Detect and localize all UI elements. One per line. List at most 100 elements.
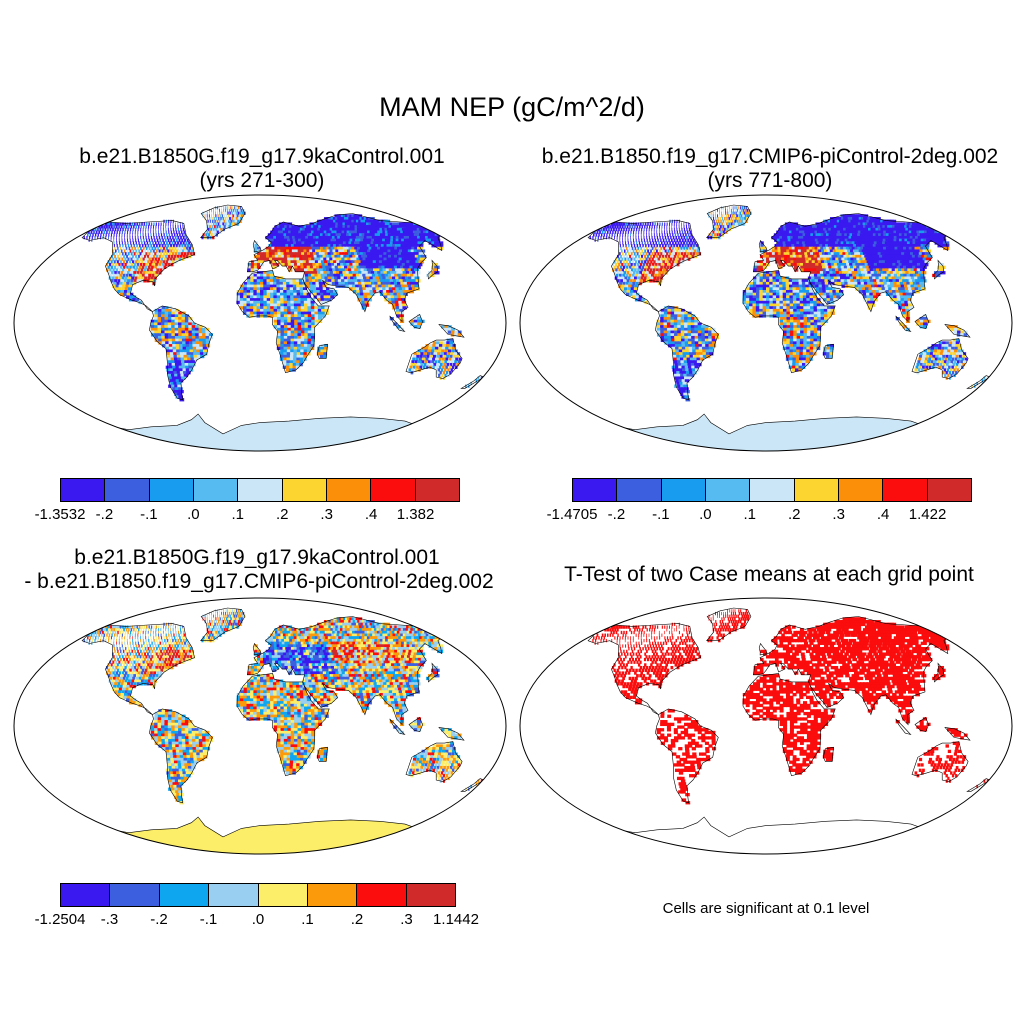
coastline-northAmerica <box>81 220 195 312</box>
colorbar-tick-label: -.1 <box>199 911 218 928</box>
colorbar-swatch <box>573 479 618 501</box>
coastline-southAmerica <box>149 708 213 804</box>
coastline-uk <box>252 239 262 253</box>
panel-title-ttest: T-Test of two Case means at each grid po… <box>514 563 1024 587</box>
map-case1-svg <box>13 194 507 452</box>
coastline-southAmerica <box>149 305 213 401</box>
colorbar-swatch <box>149 479 194 501</box>
colorbar-tick-label: .1 <box>231 506 245 523</box>
colorbar-tick-label: .0 <box>699 506 712 523</box>
colorbar-tick-label: .2 <box>350 911 364 928</box>
colorbar-swatch <box>105 479 150 501</box>
colorbar-tick-label: .2 <box>275 506 289 523</box>
coastline-newGuinea <box>438 726 465 741</box>
coastline-newGuinea <box>944 726 971 741</box>
colorbar-tick-label: 1.382 <box>396 506 435 523</box>
colorbar-swatch <box>357 884 407 906</box>
colorbar-tick-label: -1.4705 <box>546 506 598 523</box>
coastline-greenland <box>706 607 752 641</box>
colorbar-swatch <box>617 479 662 501</box>
coastline-newGuinea <box>438 323 465 338</box>
colorbar-case1 <box>60 478 460 502</box>
panel-title-case1: b.e21.B1850G.f19_g17.9kaControl.001 (yrs… <box>12 145 512 193</box>
colorbar-swatch <box>258 884 308 906</box>
map-ttest-cells <box>520 598 1012 854</box>
map-case1 <box>12 193 508 453</box>
coastline-australia <box>405 338 463 379</box>
colorbar-swatch <box>750 479 795 501</box>
coastline-sumatra <box>895 315 912 333</box>
colorbar-swatch <box>159 884 210 906</box>
colorbar-swatch <box>61 884 111 906</box>
coastline-eurasia <box>752 616 951 726</box>
main-title: MAM NEP (gC/m^2/d) <box>379 92 645 122</box>
colorbar-swatch <box>661 479 706 501</box>
colorbar-swatch <box>883 479 928 501</box>
colorbar-tick-label: 1.422 <box>908 506 947 523</box>
colorbar-tick-label: .1 <box>301 911 314 928</box>
coastline-australia <box>911 741 969 782</box>
coastline-uk <box>758 642 768 656</box>
map-case1-cells <box>14 195 506 451</box>
map-border <box>13 597 507 855</box>
coastline-borneo <box>914 314 929 330</box>
colorbar-tick-label: -.1 <box>140 506 158 523</box>
panel-title-diff-line2: - b.e21.B1850.f19_g17.CMIP6-piControl-2d… <box>24 570 494 593</box>
colorbar-tick-label: .0 <box>187 506 200 523</box>
map-diff <box>12 596 508 856</box>
coastline-uk <box>758 239 768 253</box>
coastline-australia <box>911 338 969 379</box>
coastline-greenland <box>200 204 246 238</box>
colorbar-tick-label: -.2 <box>607 506 626 523</box>
map-case2-cells <box>520 195 1012 451</box>
map-case2-svg <box>519 194 1013 452</box>
colorbar-swatch <box>282 479 327 501</box>
colorbar-tick-label: -.2 <box>150 911 168 928</box>
panel-title-case1-line2: (yrs 271-300) <box>199 169 325 192</box>
coastline-sumatra <box>895 718 912 736</box>
colorbar-tick-label: .1 <box>743 506 757 523</box>
colorbar-tick-label: -1.2504 <box>34 911 86 928</box>
colorbar-tick-label: -.3 <box>100 911 119 928</box>
colorbar-swatch <box>193 479 239 501</box>
coastline-japan <box>427 662 439 683</box>
panel-title-case2: b.e21.B1850.f19_g17.CMIP6-piControl-2deg… <box>510 145 1024 193</box>
colorbar-swatch <box>307 884 358 906</box>
coastline-madagascar <box>316 746 328 762</box>
colorbar-swatch <box>61 479 106 501</box>
coastline-southAmerica <box>655 708 719 804</box>
coastline-madagascar <box>316 343 328 359</box>
coastline-eurasia <box>246 213 445 323</box>
colorbar-diff <box>60 883 456 907</box>
map-ttest <box>518 596 1014 856</box>
colorbar-tick-label: .3 <box>320 506 333 523</box>
coastline-japan <box>427 259 439 280</box>
coastline-borneo <box>408 717 423 733</box>
coastline-africa <box>742 270 836 374</box>
coastline-japan <box>933 662 945 683</box>
colorbar-tick-label: 1.1442 <box>433 911 479 928</box>
colorbar-swatch <box>838 479 884 501</box>
coastline-sumatra <box>389 315 406 333</box>
coastline-eurasia <box>752 213 951 323</box>
coastline-greenland <box>706 204 752 238</box>
colorbar-swatch <box>209 884 259 906</box>
panel-title-diff-line1: b.e21.B1850G.f19_g17.9kaControl.001 <box>74 546 440 569</box>
coastline-northAmerica <box>81 623 195 715</box>
significance-note: Cells are significant at 0.1 level <box>662 900 870 917</box>
coastline-australia <box>405 741 463 782</box>
map-case2 <box>518 193 1014 453</box>
colorbar-tick-label: -.1 <box>652 506 670 523</box>
coastline-uk <box>252 642 262 656</box>
coastline-greenland <box>200 607 246 641</box>
colorbar-swatch <box>326 479 372 501</box>
colorbar-swatch <box>110 884 160 906</box>
panel-title-ttest-line1: T-Test of two Case means at each grid po… <box>564 563 974 586</box>
coastline-japan <box>933 259 945 280</box>
map-diff-svg <box>13 597 507 855</box>
map-border <box>13 194 507 452</box>
colorbar-tick-label: .3 <box>400 911 413 928</box>
colorbar-tick-label: -.2 <box>95 506 114 523</box>
coastline-southAmerica <box>655 305 719 401</box>
coastline-africa <box>742 673 836 777</box>
